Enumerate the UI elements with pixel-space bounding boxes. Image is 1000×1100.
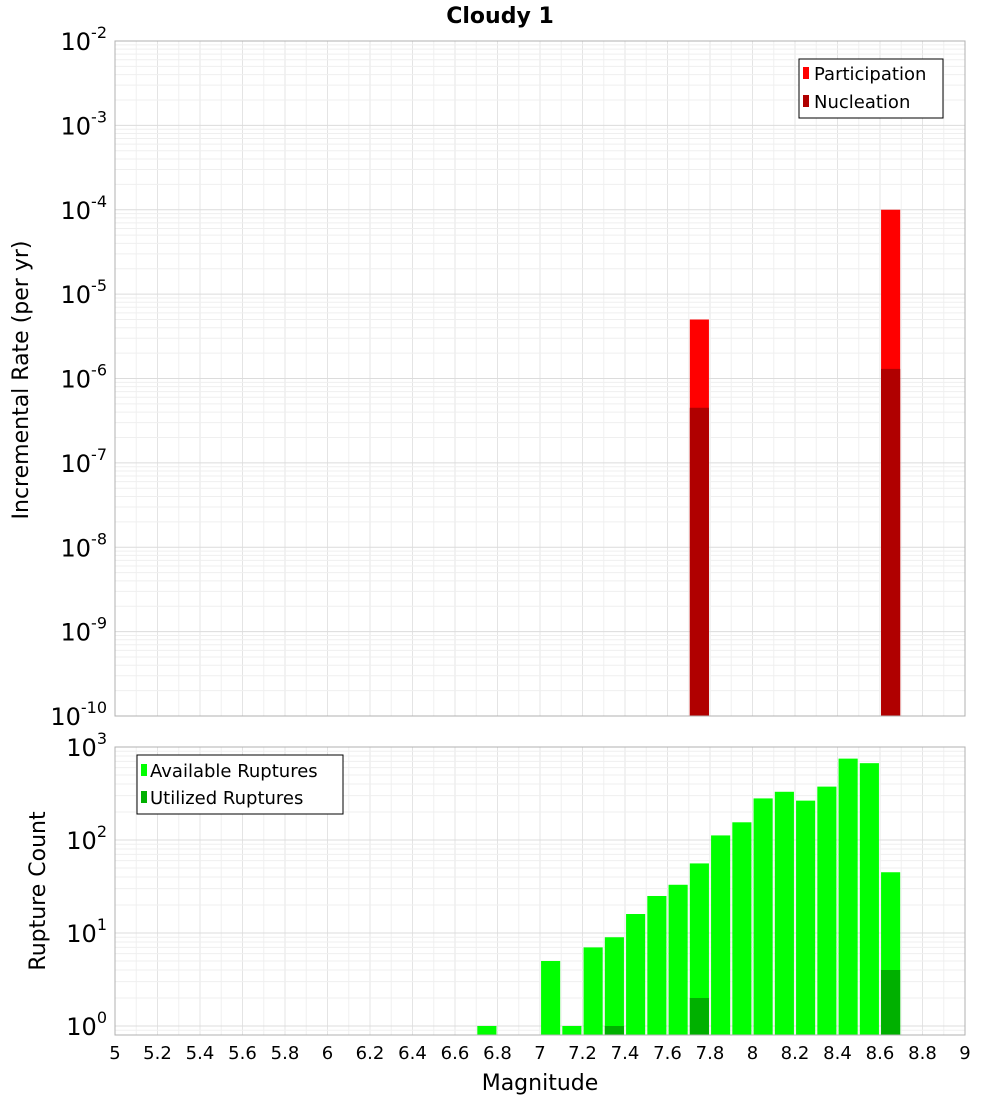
bottom-bar-available-ruptures xyxy=(583,947,603,1035)
x-tick-label: 6 xyxy=(322,1043,333,1064)
bottom-bar-utilized-ruptures xyxy=(604,1025,624,1035)
bottom-bar-available-ruptures xyxy=(859,763,879,1035)
bottom-bar-available-ruptures xyxy=(774,791,794,1035)
top-y-tick-label: 10-2 xyxy=(61,23,108,56)
x-tick-label: 8.2 xyxy=(781,1043,810,1064)
top-panel: 10-2 10-3 10-4 10-5 10-6 10-7 10-8 10-9 10-10 In… xyxy=(9,23,966,731)
x-tick-label: 5.8 xyxy=(271,1043,300,1064)
x-tick-label: 8 xyxy=(747,1043,758,1064)
top-y-tick-label: 10-5 xyxy=(61,276,108,309)
x-tick-label: 8.4 xyxy=(823,1043,852,1064)
bottom-bar-available-ruptures xyxy=(668,884,688,1035)
top-grid xyxy=(114,40,966,717)
bottom-y-tick-label: 101 xyxy=(66,915,107,948)
top-y-tick-label: 10-3 xyxy=(61,107,108,140)
top-y-tick-label: 10-8 xyxy=(61,529,108,562)
bottom-bar-utilized-ruptures xyxy=(881,969,901,1035)
bottom-y-tick-label: 103 xyxy=(66,729,107,762)
bottom-bar-available-ruptures xyxy=(477,1025,497,1035)
participation-legend-swatch xyxy=(803,67,809,79)
nucleation-legend-swatch xyxy=(803,95,809,107)
x-tick-label: 7.8 xyxy=(696,1043,725,1064)
top-y-tick-label: 10-9 xyxy=(61,614,108,647)
top-y-tick-label: 10-6 xyxy=(61,361,108,394)
participation-legend-label: Participation xyxy=(814,64,926,85)
bottom-plot-border xyxy=(114,746,966,1036)
utilized-legend-swatch xyxy=(141,791,147,803)
bottom-y-axis-title: Rupture Count xyxy=(26,811,51,971)
bottom-bar-available-ruptures xyxy=(562,1025,582,1035)
top-bars xyxy=(689,209,901,716)
x-tick-label: 7 xyxy=(534,1043,545,1064)
x-tick-label: 7.6 xyxy=(653,1043,682,1064)
available-legend-swatch xyxy=(141,764,147,776)
top-y-tick-label: 10-4 xyxy=(61,192,108,225)
chart-title: Cloudy 1 xyxy=(446,4,554,29)
bottom-bar-available-ruptures xyxy=(817,786,837,1035)
x-axis-title: Magnitude xyxy=(482,1071,599,1096)
top-bar-nucleation xyxy=(689,407,709,716)
bottom-panel: 103 102 101 100 5 5.2 5.4 5.6 5.8 6 6.2 6.4 6.6 6.8 7… xyxy=(26,729,971,1096)
x-tick-label: 5.6 xyxy=(228,1043,257,1064)
bottom-bar-available-ruptures xyxy=(711,835,731,1035)
top-y-axis-title: Incremental Rate (per yr) xyxy=(9,241,34,520)
top-plot-border xyxy=(114,40,966,717)
bottom-bar-available-ruptures xyxy=(626,914,646,1035)
x-tick-label: 6.6 xyxy=(441,1043,470,1064)
utilized-legend-label: Utilized Ruptures xyxy=(150,788,303,809)
top-bar-nucleation xyxy=(881,368,901,716)
bottom-bar-available-ruptures xyxy=(796,800,816,1035)
x-tick-label: 8.6 xyxy=(866,1043,895,1064)
bottom-bar-utilized-ruptures xyxy=(689,997,709,1035)
available-legend-label: Available Ruptures xyxy=(150,761,318,782)
top-y-tick-label: 10-10 xyxy=(50,698,107,731)
top-legend-box xyxy=(798,58,944,119)
x-tick-label: 7.2 xyxy=(568,1043,597,1064)
x-tick-label: 7.4 xyxy=(611,1043,640,1064)
x-tick-label: 6.8 xyxy=(483,1043,512,1064)
x-tick-labels: 5 5.2 5.4 5.6 5.8 6 6.2 6.4 6.6 6.8 7 7.2 7.4 7.6 7.8 8… xyxy=(109,1043,970,1064)
x-tick-label: 9 xyxy=(959,1043,970,1064)
bottom-bar-available-ruptures xyxy=(541,960,561,1035)
x-tick-label: 5.4 xyxy=(186,1043,215,1064)
x-tick-label: 6.4 xyxy=(398,1043,427,1064)
top-y-tick-labels: 10-2 10-3 10-4 10-5 10-6 10-7 10-8 10-9 10-10 xyxy=(50,23,107,731)
bottom-bar-available-ruptures xyxy=(732,822,752,1035)
bottom-bar-available-ruptures xyxy=(689,863,709,1035)
bottom-legend-box xyxy=(136,754,344,815)
top-legend: Participation Nucleation xyxy=(798,58,944,119)
bottom-y-tick-label: 102 xyxy=(66,822,107,855)
x-tick-label: 5.2 xyxy=(143,1043,172,1064)
bottom-y-tick-labels: 103 102 101 100 xyxy=(66,729,107,1041)
bottom-bar-available-ruptures xyxy=(838,758,858,1035)
x-tick-label: 8.8 xyxy=(908,1043,937,1064)
x-tick-label: 6.2 xyxy=(356,1043,385,1064)
bottom-y-tick-label: 100 xyxy=(66,1008,107,1041)
x-tick-label: 5 xyxy=(109,1043,120,1064)
top-y-tick-label: 10-7 xyxy=(61,445,108,478)
bottom-bar-available-ruptures xyxy=(753,798,773,1035)
bottom-bar-available-ruptures xyxy=(604,937,624,1035)
nucleation-legend-label: Nucleation xyxy=(814,92,910,113)
bottom-legend: Available Ruptures Utilized Ruptures xyxy=(136,754,344,815)
bottom-bar-available-ruptures xyxy=(647,895,667,1035)
bottom-bars xyxy=(477,758,901,1035)
